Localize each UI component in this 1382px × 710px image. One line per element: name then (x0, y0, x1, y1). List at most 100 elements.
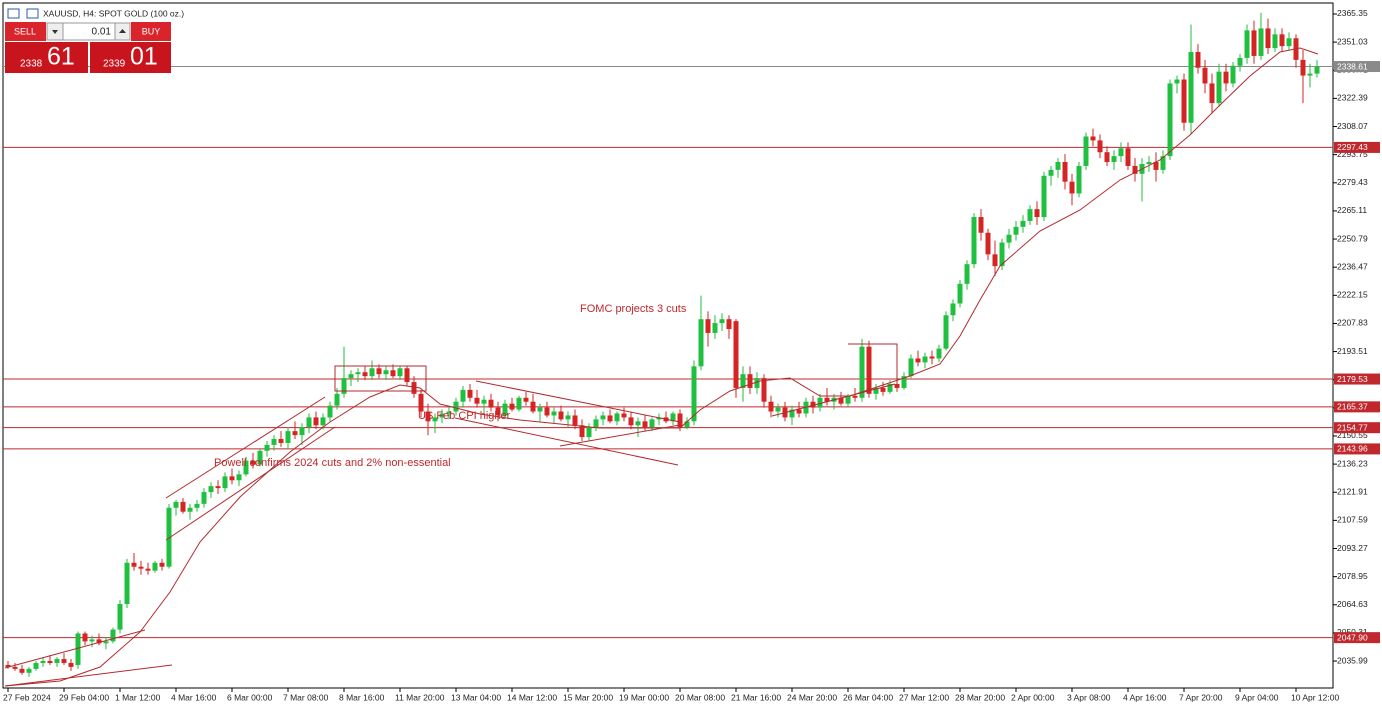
candle-body (579, 425, 585, 438)
candle-body (236, 474, 242, 481)
y-tick-label: 2093.27 (1337, 543, 1368, 553)
candle-body (1174, 79, 1180, 84)
candle-body (1153, 162, 1159, 170)
arrow (52, 30, 58, 34)
candle-body (299, 427, 305, 436)
candle-body (355, 372, 361, 375)
buy-button[interactable] (131, 22, 171, 41)
candle-body (551, 411, 557, 416)
candle-body (796, 409, 802, 414)
candle-body (1097, 140, 1103, 153)
candle-body (383, 370, 389, 375)
candle-body (19, 668, 25, 673)
candle-body (1286, 38, 1292, 47)
candle-body (936, 348, 942, 359)
candle-body (768, 401, 774, 412)
candle-body (838, 397, 844, 404)
candle-body (250, 460, 256, 465)
sell-label: SELL (14, 26, 36, 36)
lot-value: 0.01 (92, 27, 112, 38)
candle-body (124, 562, 130, 605)
candle-body (61, 659, 67, 663)
range-box (334, 365, 427, 392)
x-tick-label: 21 Mar 16:00 (731, 692, 781, 702)
candle-body (1265, 28, 1271, 49)
candle-body (915, 358, 921, 363)
x-tick-label: 28 Mar 20:00 (955, 692, 1005, 702)
candle-body (698, 319, 704, 367)
candle-body (341, 378, 347, 394)
candle-body (1090, 136, 1096, 141)
bid-box[interactable] (5, 42, 88, 73)
candle-body (180, 501, 186, 512)
candle-body (194, 503, 200, 508)
candle-body (460, 389, 466, 402)
candle-body (607, 415, 613, 422)
x-tick-label: 27 Feb 2024 (3, 692, 51, 702)
candle-body (1279, 34, 1285, 47)
candle-body (271, 439, 277, 445)
ask-small: 2339 (103, 59, 126, 70)
y-tick-label: 2107.59 (1337, 515, 1368, 525)
candle-body (957, 283, 963, 304)
candle-body (117, 604, 123, 630)
candle-body (999, 242, 1005, 267)
candle-body (12, 666, 18, 669)
candle-body (152, 562, 158, 571)
candle-body (439, 413, 445, 418)
candle-body (971, 217, 977, 265)
candle-body (1048, 169, 1054, 176)
candle-body (1104, 152, 1110, 163)
trendline (454, 417, 679, 466)
candle-body (789, 409, 795, 418)
x-tick-label: 7 Mar 08:00 (283, 692, 329, 702)
icon (7, 8, 20, 19)
candle-body (628, 417, 634, 426)
candle-body (985, 232, 991, 255)
x-tick-label: 24 Mar 20:00 (787, 692, 837, 702)
level-line-label: 2165.37 (1337, 402, 1368, 412)
candle-body (712, 323, 718, 333)
y-tick-label: 2265.11 (1337, 205, 1367, 215)
candle-body (1195, 52, 1201, 68)
trendline (165, 396, 326, 499)
x-tick-label: 11 Mar 20:00 (395, 692, 445, 702)
candle-body (1314, 66, 1320, 74)
candle-body (397, 368, 403, 377)
ask-box[interactable] (90, 42, 171, 73)
candle-body (320, 417, 326, 426)
candle-body (740, 374, 746, 388)
candle-body (5, 664, 11, 667)
candle-body (1223, 71, 1229, 84)
candle-body (145, 568, 151, 571)
candle-body (131, 562, 137, 567)
candle-body (488, 399, 494, 408)
candle-body (1132, 165, 1138, 174)
candle-body (446, 411, 452, 414)
arrow (119, 29, 126, 33)
trendline (559, 424, 681, 447)
candle-body (264, 444, 270, 451)
x-tick-label: 26 Mar 04:00 (843, 692, 893, 702)
candle-body (1216, 71, 1222, 104)
level-line-tag (1334, 141, 1380, 153)
candle-body (1041, 175, 1047, 218)
sell-button[interactable] (5, 22, 46, 41)
candle-body (187, 507, 193, 512)
candle-body (47, 661, 53, 663)
candle-body (656, 417, 662, 420)
candle-body (950, 303, 956, 316)
candle-body (75, 633, 81, 665)
y-tick-label: 2136.23 (1337, 458, 1368, 468)
candle-body (614, 413, 620, 422)
candle-body (159, 562, 165, 567)
candle-body (572, 415, 578, 426)
candle-body (824, 397, 830, 402)
candle-body (33, 662, 39, 669)
x-tick-label: 14 Mar 12:00 (507, 692, 557, 702)
candle-body (1118, 148, 1124, 157)
candle-body (544, 407, 550, 416)
x-tick-label: 1 Mar 12:00 (115, 692, 161, 702)
candle-body (103, 641, 109, 644)
candle-body (1167, 83, 1173, 157)
